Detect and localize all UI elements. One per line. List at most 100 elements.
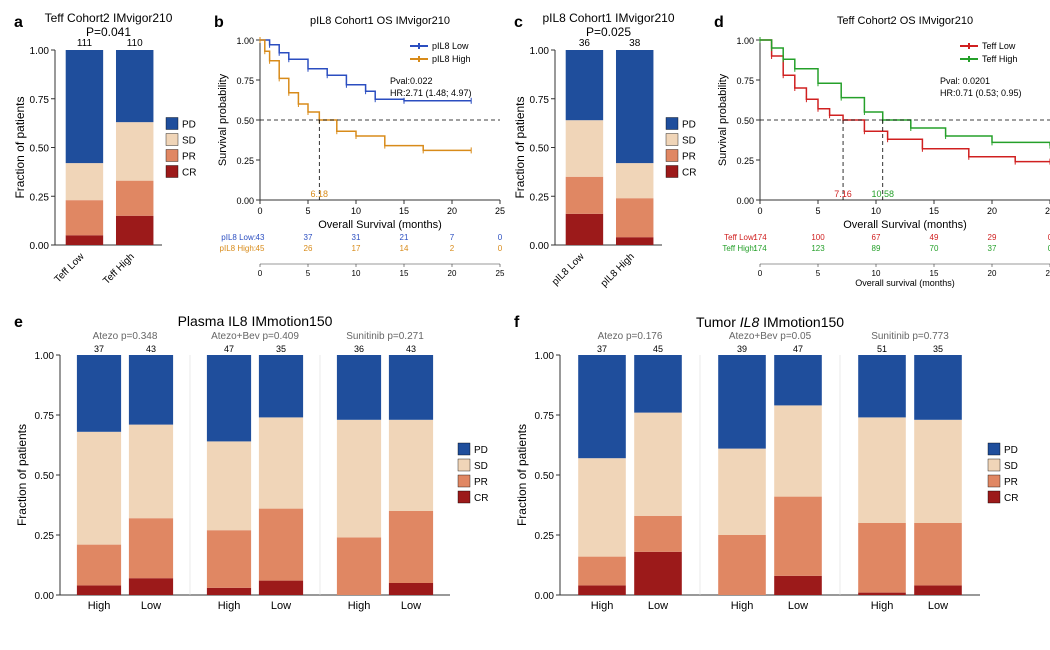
svg-text:HR:0.71 (0.53; 0.95): HR:0.71 (0.53; 0.95) bbox=[940, 88, 1022, 98]
svg-text:0.75: 0.75 bbox=[30, 95, 50, 106]
svg-text:Overall Survival (months): Overall Survival (months) bbox=[318, 219, 441, 231]
svg-text:CR: CR bbox=[1004, 493, 1018, 504]
svg-text:Overall survival (months): Overall survival (months) bbox=[855, 278, 955, 288]
svg-text:Overall Survival (months): Overall Survival (months) bbox=[843, 219, 966, 231]
svg-text:37: 37 bbox=[94, 344, 104, 354]
svg-text:Sunitinib p=0.773: Sunitinib p=0.773 bbox=[871, 331, 949, 342]
svg-text:7: 7 bbox=[450, 233, 455, 242]
svg-text:10.58: 10.58 bbox=[871, 189, 894, 199]
svg-text:0: 0 bbox=[498, 244, 503, 253]
svg-text:38: 38 bbox=[629, 38, 641, 49]
svg-text:Low: Low bbox=[648, 600, 668, 612]
svg-text:Low: Low bbox=[788, 600, 808, 612]
svg-text:21: 21 bbox=[400, 233, 409, 242]
svg-text:0.75: 0.75 bbox=[35, 411, 55, 422]
svg-text:High: High bbox=[88, 600, 111, 612]
svg-text:1.00: 1.00 bbox=[30, 46, 50, 57]
svg-text:25: 25 bbox=[495, 206, 505, 216]
svg-text:47: 47 bbox=[224, 344, 234, 354]
svg-text:Fraction of patients: Fraction of patients bbox=[13, 96, 27, 198]
svg-text:pIL8 High: pIL8 High bbox=[432, 54, 471, 64]
svg-text:Sunitinib p=0.271: Sunitinib p=0.271 bbox=[346, 331, 424, 342]
svg-text:pIL8 Low: pIL8 Low bbox=[432, 41, 469, 51]
panel-e: e Plasma IL8 IMmotion1500.000.250.500.75… bbox=[10, 310, 510, 640]
svg-text:45: 45 bbox=[256, 244, 265, 253]
svg-text:51: 51 bbox=[877, 344, 887, 354]
svg-text:0.25: 0.25 bbox=[35, 531, 55, 542]
svg-text:43: 43 bbox=[146, 344, 156, 354]
svg-text:0.00: 0.00 bbox=[35, 591, 55, 602]
svg-text:0.75: 0.75 bbox=[530, 95, 550, 106]
svg-text:0.25: 0.25 bbox=[530, 192, 550, 203]
svg-text:0.00: 0.00 bbox=[30, 241, 50, 252]
svg-text:P=0.025: P=0.025 bbox=[586, 25, 631, 39]
svg-text:0: 0 bbox=[498, 233, 503, 242]
svg-text:20: 20 bbox=[448, 269, 457, 278]
svg-text:0.00: 0.00 bbox=[236, 196, 254, 206]
svg-text:15: 15 bbox=[399, 206, 409, 216]
panel-label-d: d bbox=[714, 14, 724, 32]
svg-text:43: 43 bbox=[256, 233, 265, 242]
kmplot-d: Teff Cohort2 OS IMvigor2100.000.250.500.… bbox=[710, 10, 1050, 300]
svg-text:39: 39 bbox=[737, 344, 747, 354]
svg-text:SD: SD bbox=[682, 136, 696, 147]
panel-f: f Tumor IL8 IMmotion1500.000.250.500.751… bbox=[510, 310, 1050, 640]
svg-text:67: 67 bbox=[872, 233, 881, 242]
svg-text:Teff Low: Teff Low bbox=[53, 251, 88, 286]
svg-text:0.25: 0.25 bbox=[30, 192, 50, 203]
svg-text:0.00: 0.00 bbox=[535, 591, 555, 602]
svg-text:0.00: 0.00 bbox=[530, 241, 550, 252]
svg-text:Teff High: Teff High bbox=[101, 251, 137, 287]
svg-text:49: 49 bbox=[930, 233, 939, 242]
svg-text:1.00: 1.00 bbox=[535, 351, 555, 362]
svg-text:SD: SD bbox=[1004, 461, 1018, 472]
svg-text:pIL8 Cohort1 OS IMvigor210: pIL8 Cohort1 OS IMvigor210 bbox=[310, 15, 450, 27]
svg-text:0.50: 0.50 bbox=[736, 116, 754, 126]
svg-text:10: 10 bbox=[871, 206, 881, 216]
svg-text:0.75: 0.75 bbox=[236, 76, 254, 86]
svg-text:0.25: 0.25 bbox=[236, 156, 254, 166]
svg-text:37: 37 bbox=[304, 233, 313, 242]
svg-text:Teff Low:: Teff Low: bbox=[724, 233, 756, 242]
svg-text:0.75: 0.75 bbox=[736, 76, 754, 86]
svg-text:High: High bbox=[591, 600, 614, 612]
panel-a: a Teff Cohort2 IMvigor210P=0.0410.000.25… bbox=[10, 10, 210, 310]
svg-text:31: 31 bbox=[352, 233, 361, 242]
svg-text:45: 45 bbox=[653, 344, 663, 354]
svg-text:CR: CR bbox=[182, 168, 196, 179]
svg-text:5: 5 bbox=[306, 269, 311, 278]
svg-text:0.00: 0.00 bbox=[736, 196, 754, 206]
figure-grid: a Teff Cohort2 IMvigor210P=0.0410.000.25… bbox=[10, 10, 1050, 640]
panel-label-b: b bbox=[214, 14, 224, 32]
svg-text:15: 15 bbox=[400, 269, 409, 278]
svg-text:Teff Cohort2 IMvigor210: Teff Cohort2 IMvigor210 bbox=[45, 11, 173, 25]
svg-text:37: 37 bbox=[597, 344, 607, 354]
svg-text:Fraction of patients: Fraction of patients bbox=[515, 424, 529, 526]
svg-text:20: 20 bbox=[987, 206, 997, 216]
svg-text:0.75: 0.75 bbox=[535, 411, 555, 422]
svg-text:25: 25 bbox=[496, 269, 505, 278]
svg-text:CR: CR bbox=[474, 493, 488, 504]
svg-text:PR: PR bbox=[182, 152, 196, 163]
svg-text:Low: Low bbox=[401, 600, 421, 612]
svg-text:36: 36 bbox=[579, 38, 591, 49]
panel-label-e: e bbox=[14, 314, 23, 332]
svg-text:pIL8 Low: pIL8 Low bbox=[550, 251, 587, 288]
svg-text:pIL8 High:: pIL8 High: bbox=[220, 244, 256, 253]
svg-text:pIL8 Cohort1 IMvigor210: pIL8 Cohort1 IMvigor210 bbox=[542, 11, 674, 25]
svg-text:SD: SD bbox=[182, 136, 196, 147]
svg-text:SD: SD bbox=[474, 461, 488, 472]
svg-text:6.18: 6.18 bbox=[311, 189, 329, 199]
barplot-c: pIL8 Cohort1 IMvigor210P=0.025 0.00 0.25 0.… bbox=[510, 10, 710, 300]
svg-text:CR: CR bbox=[682, 168, 696, 179]
svg-text:Atezo+Bev p=0.05: Atezo+Bev p=0.05 bbox=[729, 331, 812, 342]
panel-c: c pIL8 Cohort1 IMvigor210P=0.0250.000.25… bbox=[510, 10, 710, 310]
svg-text:PR: PR bbox=[682, 152, 696, 163]
svg-text:pIL8 Low:: pIL8 Low: bbox=[221, 233, 256, 242]
svg-text:47: 47 bbox=[793, 344, 803, 354]
svg-text:Pval:0.022: Pval:0.022 bbox=[390, 76, 433, 86]
svg-text:High: High bbox=[218, 600, 241, 612]
svg-text:HR:2.71 (1.48; 4.97): HR:2.71 (1.48; 4.97) bbox=[390, 88, 472, 98]
svg-text:20: 20 bbox=[447, 206, 457, 216]
svg-text:35: 35 bbox=[276, 344, 286, 354]
